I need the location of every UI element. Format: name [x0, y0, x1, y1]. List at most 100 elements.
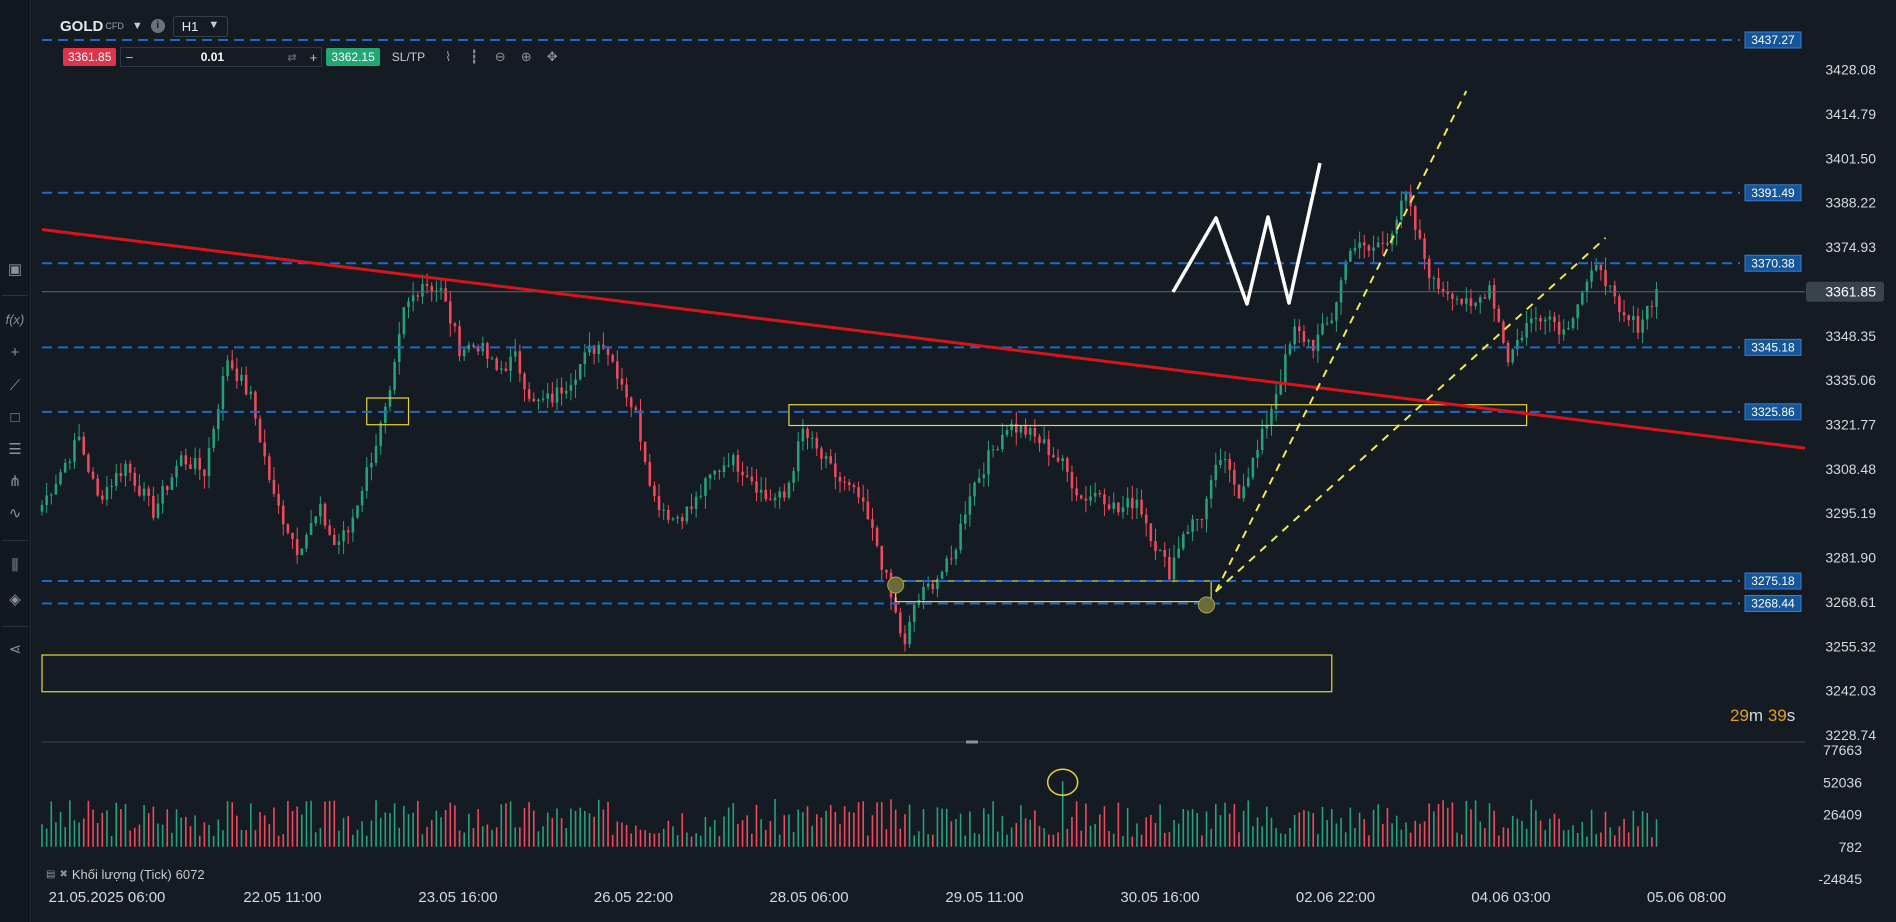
candle	[1474, 301, 1477, 310]
info-icon[interactable]: i	[150, 19, 165, 33]
candle	[73, 432, 76, 469]
candle	[1641, 309, 1644, 344]
candle	[342, 521, 345, 555]
candle	[1492, 278, 1496, 322]
level-tag	[1744, 254, 1802, 272]
panel-icon[interactable]: ▤	[46, 869, 56, 880]
candle	[1543, 316, 1547, 335]
candle-body	[1075, 488, 1078, 496]
candle	[1627, 314, 1630, 327]
candle	[950, 545, 953, 565]
candle	[815, 432, 819, 457]
candle	[1149, 523, 1153, 548]
chevron-down-icon[interactable]: ▼	[131, 20, 143, 32]
candle-body	[1353, 247, 1357, 251]
trendline-icon[interactable]: ⟋	[9, 377, 21, 394]
candle-body	[959, 523, 962, 550]
line-chart-icon[interactable]: ⌇	[444, 49, 452, 64]
brush-icon[interactable]: ∿	[8, 505, 22, 522]
candle	[847, 478, 851, 491]
quantity-input[interactable]: 0.01	[200, 50, 225, 64]
candle	[699, 484, 703, 500]
candle-body	[1256, 449, 1259, 458]
sell-button[interactable]: 3361.85	[63, 48, 117, 66]
price-tick-label: 3321.77	[1825, 416, 1876, 432]
current-price-tag	[1806, 281, 1884, 302]
candle-body	[551, 393, 554, 403]
candle	[875, 525, 879, 548]
symbol-name[interactable]: GOLD	[60, 17, 104, 35]
candle	[959, 513, 962, 554]
candle-body	[769, 499, 772, 501]
candle	[333, 528, 336, 546]
candle-body	[119, 473, 123, 477]
candle-body	[1543, 319, 1547, 322]
candle-body	[319, 503, 322, 517]
candle	[207, 437, 211, 489]
candle-body	[1460, 298, 1463, 304]
candle-body	[1047, 439, 1051, 456]
swap-icon[interactable]: ⇄	[287, 51, 297, 64]
candle	[504, 361, 508, 372]
candle-body	[254, 391, 257, 419]
candle-body	[996, 449, 1000, 451]
candle-body	[323, 503, 327, 526]
candle-body	[1219, 460, 1222, 465]
candle	[360, 486, 364, 513]
rectangle-icon[interactable]: □	[10, 409, 20, 426]
quantity-stepper[interactable]: − 0.01 ⇄ +	[120, 47, 323, 67]
candle	[328, 519, 331, 537]
candle-body	[1233, 469, 1236, 485]
function-icon[interactable]: f(x)	[5, 312, 25, 327]
layers-icon[interactable]: ◈	[9, 591, 21, 608]
candles-icon[interactable]: ┇	[470, 49, 479, 64]
candle-body	[221, 376, 225, 410]
buy-button[interactable]: 3362.15	[326, 48, 380, 66]
candle	[1362, 234, 1366, 259]
candle	[1079, 494, 1083, 500]
close-icon[interactable]: ✖	[59, 869, 68, 880]
decrease-button[interactable]: −	[125, 49, 134, 65]
candle-body	[829, 456, 832, 464]
candle	[755, 468, 758, 502]
time-tick-label: 30.05 16:00	[1120, 889, 1199, 906]
candle-body	[142, 488, 146, 496]
zoom-in-icon[interactable]: ⊕	[520, 49, 532, 64]
timeframe-select[interactable]: H1 ▼	[172, 15, 229, 37]
candle-body	[351, 517, 355, 533]
share-icon[interactable]: ⋖	[8, 641, 22, 658]
candle-body	[1228, 459, 1231, 470]
candle-body	[532, 398, 536, 402]
candle	[1358, 231, 1361, 259]
candle-body	[1121, 507, 1125, 513]
pitchfork-icon[interactable]: ⋔	[8, 473, 22, 490]
candle-body	[82, 436, 86, 455]
candle	[1070, 465, 1074, 502]
panel-icon[interactable]: ▣	[7, 261, 23, 278]
candle-body	[838, 477, 842, 482]
zoom-out-icon[interactable]: ⊖	[494, 49, 506, 64]
crosshair-move-icon[interactable]: ✥	[546, 49, 558, 64]
candle-body	[643, 441, 647, 463]
indicators-icon[interactable]: ⫼	[11, 557, 19, 574]
candle	[523, 371, 526, 402]
candle-body	[179, 455, 183, 467]
candle	[750, 466, 754, 486]
candle-body	[1024, 425, 1027, 435]
candle-body	[1478, 297, 1482, 303]
candle-body	[333, 534, 336, 545]
sltp-button[interactable]: SL/TP	[391, 50, 426, 64]
crosshair-icon[interactable]: +	[10, 344, 20, 361]
candle-body	[1335, 302, 1338, 321]
trade-bar: 3361.85 − 0.01 ⇄ + 3362.15 SL/TP ⌇ ┇ ⊖ ⊕…	[63, 47, 563, 67]
candle	[356, 505, 359, 520]
candle	[1446, 281, 1450, 301]
candle-body	[416, 295, 420, 297]
candle-body	[1451, 293, 1454, 299]
candle	[1047, 430, 1051, 467]
candle	[1098, 489, 1102, 498]
candle	[179, 450, 183, 467]
fibonacci-icon[interactable]: ☰	[8, 441, 22, 458]
increase-button[interactable]: +	[309, 49, 318, 65]
